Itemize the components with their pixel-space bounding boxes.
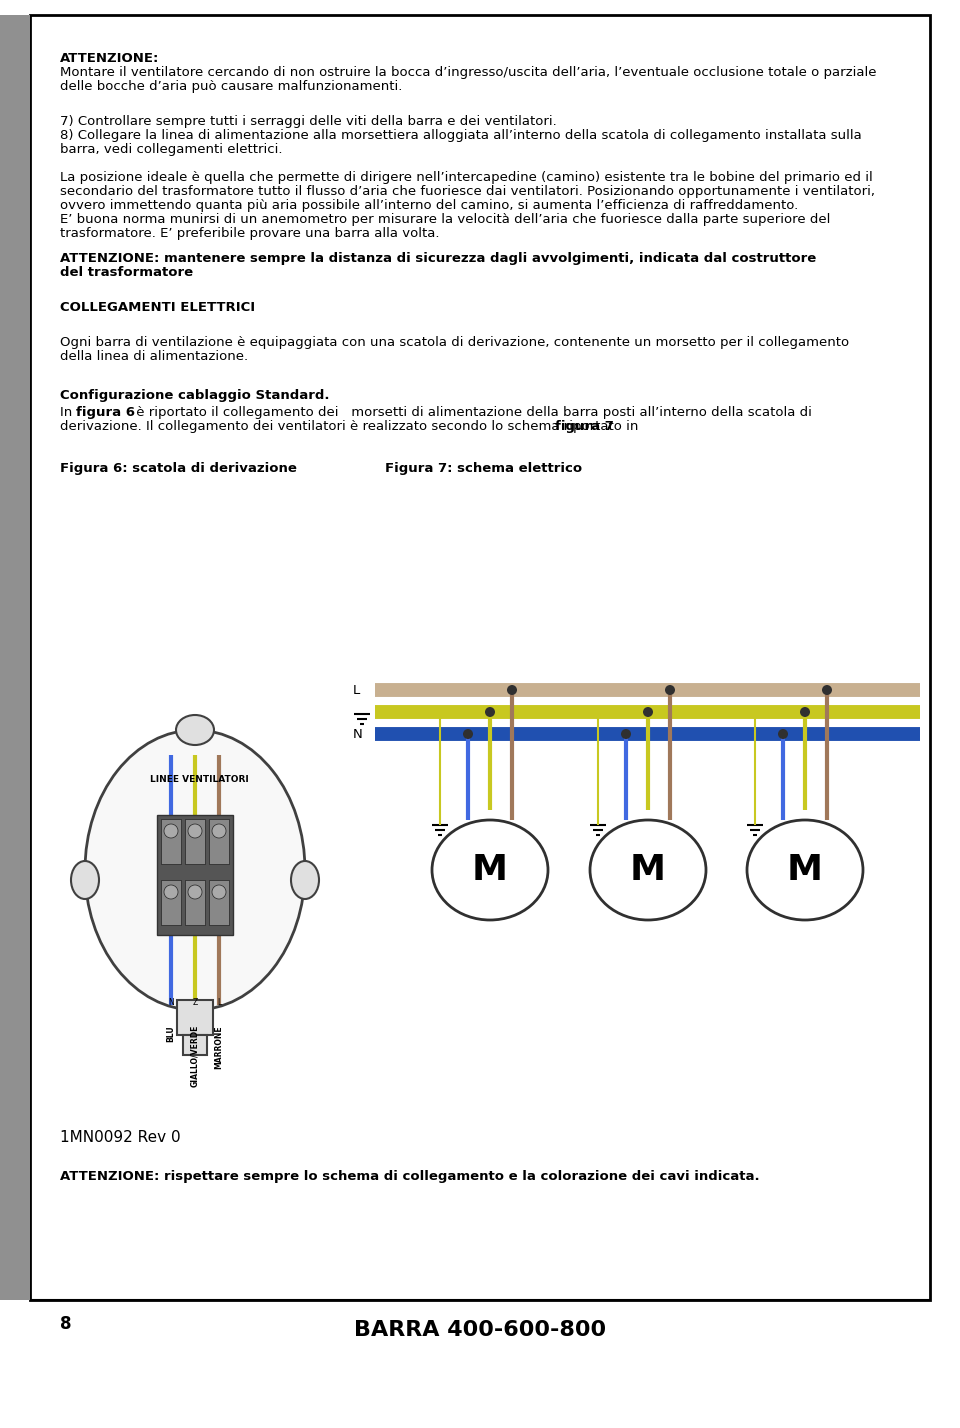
Circle shape xyxy=(212,824,226,838)
Circle shape xyxy=(164,824,178,838)
Circle shape xyxy=(800,707,810,717)
Text: Montare il ventilatore cercando di non ostruire la bocca d’ingresso/uscita dell’: Montare il ventilatore cercando di non o… xyxy=(60,66,876,79)
Text: La posizione ideale è quella che permette di dirigere nell’intercapedine (camino: La posizione ideale è quella che permett… xyxy=(60,171,873,184)
Text: derivazione. Il collegamento dei ventilatori è realizzato secondo lo schema ripo: derivazione. Il collegamento dei ventila… xyxy=(60,420,642,433)
Text: M: M xyxy=(787,853,823,887)
Circle shape xyxy=(778,730,788,740)
Text: M: M xyxy=(472,853,508,887)
Bar xyxy=(157,815,233,935)
Text: trasformatore. E’ preferibile provare una barra alla volta.: trasformatore. E’ preferibile provare un… xyxy=(60,227,440,240)
Text: della linea di alimentazione.: della linea di alimentazione. xyxy=(60,350,248,363)
Bar xyxy=(177,1000,213,1035)
Text: ATTENZIONE: mantenere sempre la distanza di sicurezza dagli avvolgimenti, indica: ATTENZIONE: mantenere sempre la distanza… xyxy=(60,253,816,266)
Circle shape xyxy=(621,730,631,740)
Text: 7) Controllare sempre tutti i serraggi delle viti della barra e dei ventilatori.: 7) Controllare sempre tutti i serraggi d… xyxy=(60,116,557,129)
Text: Z: Z xyxy=(192,998,198,1007)
Bar xyxy=(183,1035,207,1055)
Text: LINEE VENTILATORI: LINEE VENTILATORI xyxy=(150,775,249,784)
Text: E’ buona norma munirsi di un anemometro per misurare la velocità dell’aria che f: E’ buona norma munirsi di un anemometro … xyxy=(60,213,830,226)
Circle shape xyxy=(212,885,226,900)
Text: BARRA 400-600-800: BARRA 400-600-800 xyxy=(354,1319,606,1339)
Text: 8: 8 xyxy=(60,1315,71,1332)
Ellipse shape xyxy=(747,820,863,920)
Text: barra, vedi collegamenti elettrici.: barra, vedi collegamenti elettrici. xyxy=(60,143,282,156)
Circle shape xyxy=(822,685,832,695)
Circle shape xyxy=(643,707,653,717)
Bar xyxy=(161,880,181,925)
Text: Configurazione cablaggio Standard.: Configurazione cablaggio Standard. xyxy=(60,390,329,403)
Bar xyxy=(185,820,205,864)
Bar xyxy=(30,16,930,1299)
Circle shape xyxy=(485,707,495,717)
Text: Figura 7: schema elettrico: Figura 7: schema elettrico xyxy=(385,463,582,476)
Ellipse shape xyxy=(71,861,99,900)
Text: N: N xyxy=(168,998,174,1007)
Text: N: N xyxy=(353,728,363,741)
Text: Figura 6: scatola di derivazione: Figura 6: scatola di derivazione xyxy=(60,463,297,476)
Text: del trasformatore: del trasformatore xyxy=(60,266,193,280)
Circle shape xyxy=(188,824,202,838)
Ellipse shape xyxy=(432,820,548,920)
Text: figura 7: figura 7 xyxy=(555,420,613,433)
Ellipse shape xyxy=(590,820,706,920)
Bar xyxy=(161,820,181,864)
Text: MARRONE: MARRONE xyxy=(214,1025,224,1068)
Text: L: L xyxy=(353,684,360,697)
Ellipse shape xyxy=(85,730,305,1010)
Text: BLU: BLU xyxy=(166,1025,176,1041)
Text: è riportato il collegamento dei   morsetti di alimentazione della barra posti al: è riportato il collegamento dei morsetti… xyxy=(132,406,812,420)
Text: delle bocche d’aria può causare malfunzionamenti.: delle bocche d’aria può causare malfunzi… xyxy=(60,80,402,93)
Text: 1MN0092 Rev 0: 1MN0092 Rev 0 xyxy=(60,1130,180,1145)
Text: secondario del trasformatore tutto il flusso d’aria che fuoriesce dai ventilator: secondario del trasformatore tutto il fl… xyxy=(60,186,875,198)
Text: ovvero immettendo quanta più aria possibile all’interno del camino, si aumenta l: ovvero immettendo quanta più aria possib… xyxy=(60,198,799,211)
Ellipse shape xyxy=(176,715,214,745)
Circle shape xyxy=(164,885,178,900)
Text: Ogni barra di ventilazione è equipaggiata con una scatola di derivazione, conten: Ogni barra di ventilazione è equipaggiat… xyxy=(60,336,850,350)
Bar xyxy=(0,16,30,1299)
Bar xyxy=(185,880,205,925)
Text: M: M xyxy=(630,853,666,887)
Text: figura 6: figura 6 xyxy=(76,406,135,420)
Text: ATTENZIONE:: ATTENZIONE: xyxy=(60,51,159,66)
Circle shape xyxy=(665,685,675,695)
Text: COLLEGAMENTI ELETTRICI: COLLEGAMENTI ELETTRICI xyxy=(60,301,255,314)
Bar xyxy=(209,820,229,864)
Text: ATTENZIONE: rispettare sempre lo schema di collegamento e la colorazione dei cav: ATTENZIONE: rispettare sempre lo schema … xyxy=(60,1170,759,1182)
Text: GIALLO/VERDE: GIALLO/VERDE xyxy=(190,1025,200,1087)
Bar xyxy=(209,880,229,925)
Text: .: . xyxy=(609,420,613,433)
Circle shape xyxy=(507,685,517,695)
Text: 8) Collegare la linea di alimentazione alla morsettiera alloggiata all’interno d: 8) Collegare la linea di alimentazione a… xyxy=(60,129,862,141)
Text: In: In xyxy=(60,406,77,420)
Circle shape xyxy=(463,730,473,740)
Ellipse shape xyxy=(291,861,319,900)
Circle shape xyxy=(188,885,202,900)
Text: L: L xyxy=(217,998,221,1007)
